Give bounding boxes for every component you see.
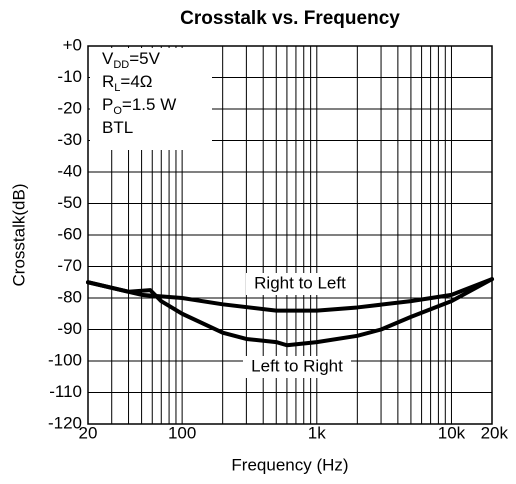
annotation-text: V bbox=[102, 49, 114, 68]
x-axis-label: Frequency (Hz) bbox=[231, 455, 348, 474]
x-tick-label: 100 bbox=[168, 423, 196, 442]
annotation-text: R bbox=[102, 72, 114, 91]
x-tick-label: 10k bbox=[438, 423, 466, 442]
series-label-background bbox=[246, 273, 354, 295]
y-tick-label: -60 bbox=[57, 224, 82, 243]
x-tick-label: 20k bbox=[481, 423, 509, 442]
annotation-text: P bbox=[102, 95, 113, 114]
series-line bbox=[86, 277, 494, 348]
series-label: Left to Right bbox=[251, 356, 343, 375]
annotation-text: =5V bbox=[129, 49, 160, 68]
series-label-background bbox=[243, 356, 351, 378]
y-tick-label: -10 bbox=[57, 67, 82, 86]
annotation: VDD=5V bbox=[102, 49, 161, 70]
y-tick-label: -70 bbox=[57, 256, 82, 275]
y-tick-label: -100 bbox=[48, 350, 82, 369]
annotation-subscript: DD bbox=[113, 59, 129, 71]
annotation: BTL bbox=[102, 118, 133, 137]
x-tick-label: 20 bbox=[79, 423, 98, 442]
y-axis-label: Crosstalk(dB) bbox=[9, 184, 28, 287]
annotation: PO=1.5 W bbox=[102, 95, 176, 116]
annotation-text: BTL bbox=[102, 118, 133, 137]
y-tick-label: -90 bbox=[57, 319, 82, 338]
y-tick-label: -50 bbox=[57, 193, 82, 212]
y-tick-label: +0 bbox=[63, 35, 82, 54]
y-tick-label: -20 bbox=[57, 98, 82, 117]
annotation-text: =1.5 W bbox=[122, 95, 176, 114]
y-tick-label: -40 bbox=[57, 161, 82, 180]
plot-frame bbox=[87, 45, 493, 425]
annotation-subscript: O bbox=[113, 105, 122, 117]
annotation-text: =4Ω bbox=[120, 72, 152, 91]
annotation-subscript: L bbox=[114, 82, 120, 94]
annotation-background bbox=[90, 48, 212, 150]
x-tick-label: 1k bbox=[308, 423, 326, 442]
y-tick-label: -120 bbox=[48, 413, 82, 432]
series-label: Right to Left bbox=[254, 273, 346, 292]
y-tick-label: -30 bbox=[57, 130, 82, 149]
y-tick-label: -110 bbox=[49, 382, 82, 401]
series-line bbox=[86, 277, 494, 313]
annotation: RL=4Ω bbox=[102, 72, 153, 93]
chart-title: Crosstalk vs. Frequency bbox=[180, 8, 400, 29]
y-tick-label: -80 bbox=[57, 287, 82, 306]
